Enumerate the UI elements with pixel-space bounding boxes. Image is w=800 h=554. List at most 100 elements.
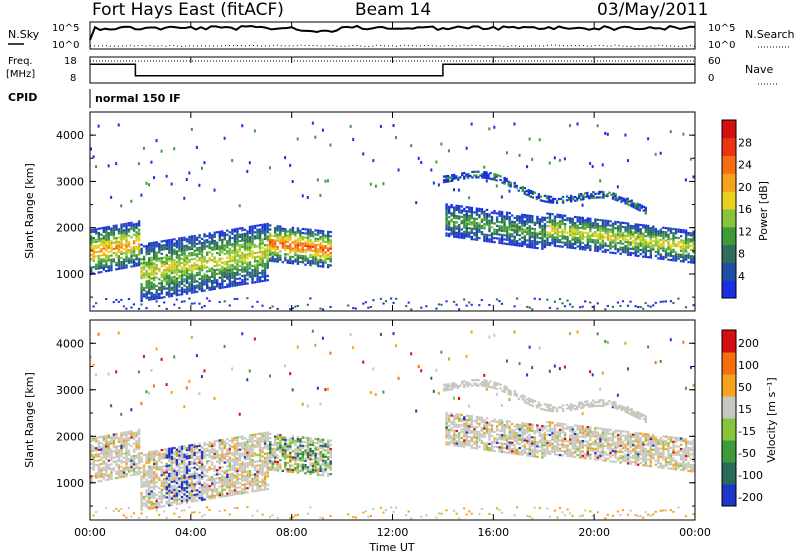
power-cell [231, 276, 234, 279]
power-cell [195, 284, 199, 287]
velocity-cell [188, 379, 191, 383]
power-cell [518, 215, 521, 218]
power-cell [226, 246, 229, 249]
power-cell [458, 225, 461, 228]
power-cell [195, 290, 199, 293]
velocity-cell [271, 447, 274, 450]
power-cell [148, 265, 151, 268]
power-cell [649, 227, 652, 230]
velocity-cell [173, 495, 176, 498]
power-cell [185, 275, 189, 278]
power-cell [236, 265, 239, 268]
power-cell [571, 234, 574, 237]
power-cell [551, 227, 554, 230]
power-cell [190, 254, 194, 257]
velocity-cell [251, 461, 254, 464]
power-cell [582, 194, 585, 197]
power-cell [269, 224, 272, 227]
power-cell [213, 258, 216, 261]
station-title: Fort Hays East (fitACF) [92, 0, 284, 20]
power-cell [251, 256, 254, 259]
power-cell [228, 235, 231, 238]
power-cell [654, 152, 657, 156]
power-cell [246, 267, 249, 270]
velocity-cell [173, 486, 176, 489]
power-cell [153, 295, 156, 298]
velocity-cell [188, 484, 191, 487]
power-cell [175, 283, 179, 286]
power-cell [97, 271, 100, 274]
power-cell [475, 232, 479, 235]
velocity-cell [190, 481, 194, 484]
power-cell [163, 296, 166, 299]
velocity-cell [228, 460, 231, 463]
power-cell [115, 239, 118, 242]
velocity-cell [183, 478, 186, 481]
power-cell [213, 264, 216, 268]
power-cell [137, 243, 141, 246]
power-cell [188, 267, 191, 270]
power-cell [329, 230, 332, 234]
power-cell [190, 287, 194, 290]
power-cell [629, 233, 632, 236]
velocity-cell [142, 454, 146, 457]
power-cell [150, 287, 153, 290]
velocity-cell [231, 445, 234, 448]
power-cell [327, 266, 330, 269]
velocity-cell [155, 481, 158, 484]
power-cell [211, 259, 214, 262]
power-cell [537, 193, 541, 196]
velocity-cell [200, 477, 204, 481]
power-cell [511, 229, 514, 232]
velocity-cell [153, 458, 156, 461]
velocity-cell [248, 451, 252, 454]
velocity-cell [168, 495, 171, 499]
power-cell [533, 227, 537, 231]
power-cell [470, 238, 473, 241]
power-cell [183, 265, 186, 268]
velocity-cell [238, 454, 242, 457]
velocity-cell [263, 456, 267, 460]
power-cell [581, 233, 584, 236]
velocity-cell [173, 476, 176, 479]
power-cell [574, 224, 577, 227]
power-cell [258, 232, 262, 235]
power-cell [319, 231, 322, 235]
velocity-cell [238, 412, 241, 416]
power-cell [183, 236, 186, 239]
power-cell [165, 239, 168, 242]
power-cell [536, 217, 539, 221]
power-cell [576, 218, 579, 221]
power-cell [440, 303, 443, 306]
velocity-cell [258, 455, 262, 458]
power-cell [309, 255, 312, 258]
power-cell [233, 284, 237, 287]
power-cell [495, 231, 499, 234]
power-cell [188, 269, 191, 272]
velocity-cell [142, 474, 146, 478]
power-cell [178, 239, 181, 242]
power-cell [233, 274, 237, 277]
velocity-cell [203, 469, 206, 472]
power-cell [263, 269, 267, 272]
power-cell [226, 233, 229, 236]
velocity-cell [170, 459, 174, 463]
power-cell [261, 254, 264, 258]
velocity-cell [200, 450, 204, 453]
power-cell [621, 246, 625, 249]
power-cell [606, 219, 610, 223]
velocity-cell [190, 479, 194, 482]
velocity-cell [110, 469, 113, 472]
power-cell [407, 301, 410, 304]
power-cell [690, 259, 693, 262]
power-cell [178, 245, 181, 248]
velocity-cell [253, 460, 257, 463]
power-cell [228, 266, 231, 269]
power-cell [115, 162, 118, 166]
velocity-cell [203, 485, 206, 488]
power-cell [538, 232, 542, 235]
velocity-cell [233, 487, 237, 490]
power-cell [657, 230, 660, 233]
power-cell [599, 237, 602, 240]
power-cell [662, 245, 665, 248]
